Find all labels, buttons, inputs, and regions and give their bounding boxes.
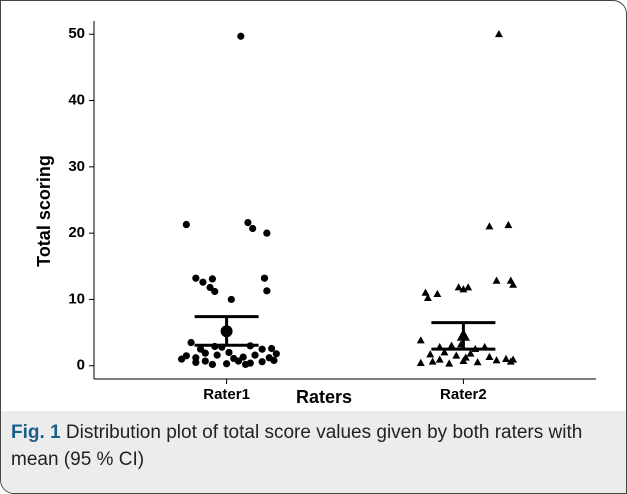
y-tick-label: 40: [68, 92, 85, 109]
data-point: [272, 350, 280, 358]
data-point: [492, 276, 501, 284]
data-point: [223, 360, 231, 368]
data-point: [421, 288, 430, 296]
data-point: [201, 357, 209, 365]
data-point: [234, 357, 243, 365]
data-point: [428, 357, 437, 365]
x-tick-label: Rater2: [440, 386, 487, 403]
caption: Fig. 1 Distribution plot of total score …: [1, 411, 626, 493]
mean-point: [456, 328, 470, 341]
data-point: [433, 289, 442, 298]
x-tick-label: Rater1: [203, 386, 250, 403]
data-point: [258, 358, 266, 366]
mean-point: [220, 325, 233, 338]
data-point: [263, 287, 271, 295]
data-point: [263, 229, 271, 237]
data-point: [260, 274, 269, 282]
data-point: [435, 355, 444, 363]
data-point: [416, 358, 425, 366]
y-tick-label: 0: [77, 357, 85, 374]
data-point: [416, 336, 425, 344]
data-point: [237, 32, 245, 40]
data-point: [504, 220, 513, 229]
data-point: [187, 338, 195, 347]
chart: Raters Total scoring 0 10 20 30 40 50 Rater1 Ra…: [34, 21, 596, 407]
data-point: [461, 353, 470, 361]
data-point: [485, 352, 494, 361]
data-point: [466, 349, 475, 357]
caption-label: Fig. 1: [11, 422, 61, 443]
data-point: [494, 29, 503, 38]
data-point: [270, 356, 278, 365]
data-point: [473, 358, 482, 366]
data-point: [239, 353, 247, 361]
data-point: [251, 351, 259, 359]
data-point: [464, 283, 473, 291]
data-point: [206, 283, 214, 292]
data-point: [201, 349, 209, 357]
data-point: [459, 285, 468, 293]
data-point: [509, 280, 518, 288]
data-point: [447, 341, 456, 349]
y-tick-label: 10: [68, 290, 85, 307]
y-tick-label: 30: [68, 158, 85, 175]
data-point: [196, 345, 205, 353]
data-point: [492, 356, 501, 364]
y-axis-title: Total scoring: [34, 155, 54, 267]
data-point: [445, 359, 454, 367]
data-point: [423, 293, 432, 301]
data-point: [506, 357, 515, 365]
data-point: [485, 222, 494, 230]
data-point: [225, 348, 233, 357]
data-point: [246, 359, 254, 367]
data-point: [192, 358, 200, 367]
caption-text: Distribution plot of total score values …: [11, 422, 583, 470]
data-point: [178, 355, 186, 363]
data-point: [244, 218, 252, 227]
data-point: [502, 354, 510, 362]
data-point: [199, 278, 207, 286]
data-point: [211, 287, 219, 296]
data-point: [182, 220, 190, 229]
data-point: [213, 351, 221, 359]
data-point: [452, 351, 461, 359]
data-point: [227, 295, 235, 304]
data-point: [267, 344, 276, 353]
x-axis-title: Raters: [296, 387, 352, 407]
data-point: [454, 283, 463, 291]
data-point: [426, 350, 435, 358]
data-point: [249, 224, 257, 233]
data-point: [440, 348, 449, 356]
data-point: [208, 360, 216, 369]
data-point: [258, 345, 266, 353]
y-tick-label: 20: [68, 224, 85, 241]
data-point: [192, 274, 200, 282]
data-point: [208, 275, 216, 283]
y-tick-label: 50: [68, 25, 85, 42]
